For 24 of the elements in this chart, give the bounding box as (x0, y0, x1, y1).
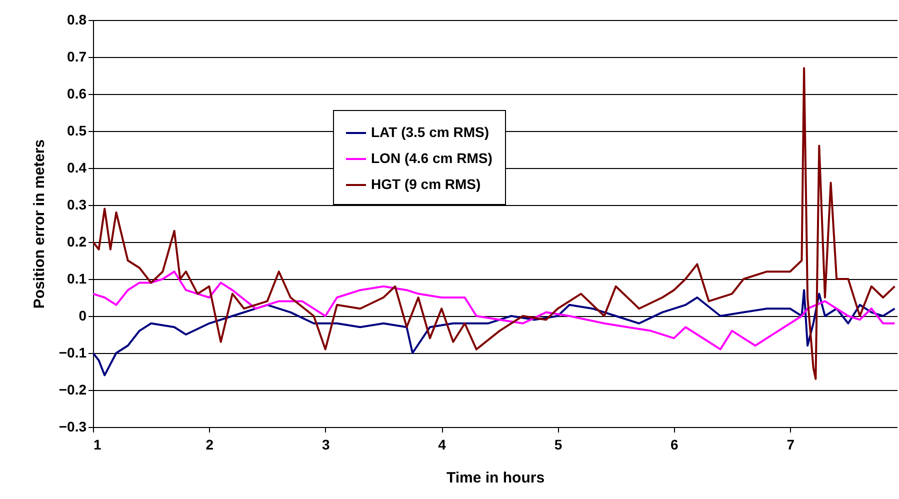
y-tick-label: 0.8 (67, 12, 87, 28)
y-tick-label: −0.1 (58, 344, 87, 360)
x-tick-label: 5 (554, 436, 562, 452)
y-tick-label: 0.1 (67, 270, 87, 286)
legend-label: LON (4.6 cm RMS) (371, 150, 492, 166)
x-tick-label: 7 (786, 436, 795, 452)
y-tick-label: 0.4 (67, 160, 87, 176)
x-tick-label: 6 (670, 436, 679, 452)
legend-label: LAT (3.5 cm RMS) (371, 124, 489, 140)
y-tick-label: 0.7 (67, 48, 87, 64)
y-tick-label: 0 (78, 308, 87, 324)
y-axis-title: Position error in meters (30, 139, 48, 309)
y-tick-label: −0.3 (58, 418, 87, 434)
legend-label: HGT (9 cm RMS) (371, 176, 481, 192)
x-tick-label: 4 (438, 436, 446, 452)
y-tick-label: 0.6 (67, 86, 87, 102)
x-tick-label: 2 (206, 436, 214, 452)
x-tick-label: 1 (94, 436, 102, 452)
y-tick-label: −0.2 (58, 382, 87, 398)
y-tick-label: 0.5 (67, 122, 87, 138)
y-tick-label: 0.3 (67, 196, 87, 212)
x-tick-label: 3 (322, 436, 330, 452)
x-axis-title: Time in hours (446, 470, 545, 486)
y-tick-label: 0.2 (67, 234, 87, 250)
